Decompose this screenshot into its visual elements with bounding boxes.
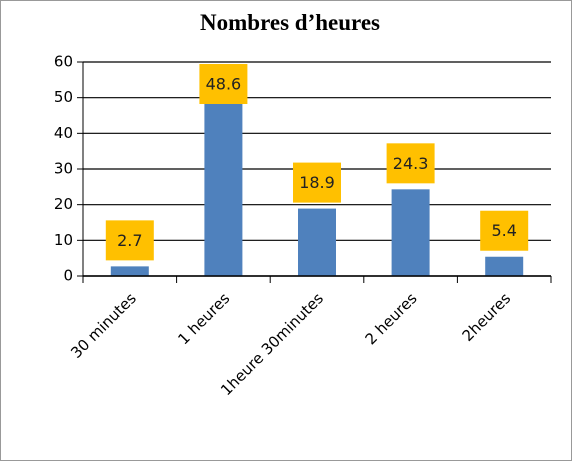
value-label: 5.4 — [491, 221, 516, 240]
y-tick-label: 40 — [54, 124, 73, 142]
y-tick-label: 30 — [54, 160, 73, 178]
value-label-box — [480, 210, 529, 251]
bar — [298, 208, 336, 276]
value-label: 24.3 — [393, 154, 429, 173]
bar — [204, 102, 243, 276]
y-tick-label: 60 — [54, 53, 73, 71]
value-label-box — [105, 220, 154, 261]
chart-title: Nombres d’heures — [200, 10, 380, 35]
y-tick-label: 50 — [54, 88, 73, 106]
value-label: 2.7 — [117, 231, 142, 250]
value-label-box — [199, 64, 248, 104]
value-label-box — [293, 162, 341, 203]
value-label: 18.9 — [299, 173, 335, 192]
bar — [110, 266, 149, 276]
y-tick-label: 10 — [54, 231, 73, 249]
bar — [485, 256, 524, 276]
value-label: 48.6 — [206, 75, 242, 94]
y-tick-label: 0 — [63, 267, 73, 285]
y-tick-label: 20 — [54, 195, 73, 213]
bar — [391, 189, 430, 276]
value-label-box — [386, 143, 435, 184]
